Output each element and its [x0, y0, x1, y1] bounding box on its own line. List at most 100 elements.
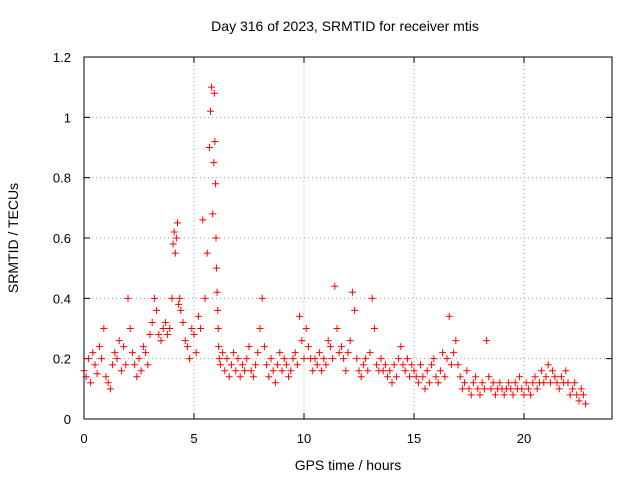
data-point	[412, 373, 420, 381]
data-point	[84, 355, 92, 363]
data-point	[566, 391, 574, 399]
data-points	[80, 83, 590, 408]
data-point	[225, 373, 233, 381]
data-point	[148, 318, 156, 326]
data-point	[557, 373, 565, 381]
x-tick-label: 15	[407, 431, 421, 446]
data-point	[320, 355, 328, 363]
data-point	[485, 373, 493, 381]
data-point	[562, 367, 570, 375]
data-point	[276, 349, 284, 357]
data-point	[124, 294, 132, 302]
data-point	[201, 294, 209, 302]
data-point	[192, 349, 200, 357]
data-point	[318, 367, 326, 375]
data-point	[408, 361, 416, 369]
data-point	[414, 379, 422, 387]
data-point	[364, 367, 372, 375]
data-point	[213, 288, 221, 296]
data-point	[355, 367, 363, 375]
data-point	[265, 373, 273, 381]
data-point	[315, 349, 323, 357]
y-tick-label: 0.2	[53, 352, 71, 367]
data-point	[137, 367, 145, 375]
data-point	[164, 331, 172, 339]
data-point	[298, 337, 306, 345]
data-point	[236, 373, 244, 381]
data-point	[340, 355, 348, 363]
data-point	[150, 294, 158, 302]
data-point	[386, 367, 394, 375]
data-point	[476, 391, 484, 399]
data-point	[401, 367, 409, 375]
data-point	[207, 107, 214, 115]
data-point	[322, 361, 330, 369]
data-point	[553, 379, 561, 387]
data-point	[348, 288, 356, 296]
data-point	[500, 391, 508, 399]
data-point	[573, 391, 581, 399]
data-point	[478, 379, 486, 387]
data-point	[169, 240, 177, 248]
data-point	[507, 385, 515, 393]
data-point	[183, 343, 191, 351]
data-point	[403, 355, 411, 363]
data-point	[388, 379, 396, 387]
data-point	[171, 249, 179, 257]
data-point	[529, 379, 537, 387]
data-point	[115, 337, 123, 345]
data-point	[428, 361, 436, 369]
data-point	[291, 349, 299, 357]
data-point	[544, 361, 552, 369]
data-point	[533, 385, 541, 393]
data-point	[104, 379, 112, 387]
data-point	[326, 343, 334, 351]
data-point	[439, 349, 447, 357]
data-point	[370, 325, 378, 332]
data-point	[546, 379, 554, 387]
data-point	[353, 355, 361, 363]
data-point	[241, 367, 249, 375]
x-tick-label: 5	[190, 431, 197, 446]
data-point	[113, 355, 121, 363]
data-point	[278, 367, 286, 375]
data-point	[203, 249, 211, 257]
data-point	[346, 337, 354, 345]
data-point	[324, 337, 332, 345]
data-point	[234, 355, 242, 363]
data-point	[146, 331, 154, 339]
data-point	[95, 343, 103, 351]
data-point	[102, 373, 110, 381]
data-point	[505, 379, 513, 387]
data-point	[190, 331, 198, 339]
data-point	[210, 89, 218, 97]
data-point	[128, 349, 136, 357]
data-point	[302, 325, 310, 332]
data-point	[443, 355, 451, 363]
data-point	[199, 216, 207, 224]
data-point	[531, 373, 539, 381]
data-point	[232, 367, 240, 375]
data-point	[397, 343, 405, 351]
data-point	[441, 373, 449, 381]
data-point	[489, 379, 497, 387]
data-point	[417, 361, 425, 369]
data-point	[179, 318, 187, 326]
data-point	[359, 361, 367, 369]
data-point	[454, 361, 462, 369]
data-point	[209, 210, 217, 218]
data-point	[223, 355, 231, 363]
data-point	[271, 379, 279, 387]
data-point	[230, 349, 238, 357]
data-point	[254, 349, 262, 357]
data-point	[520, 391, 528, 399]
data-point	[100, 325, 108, 332]
data-point	[214, 306, 222, 314]
data-point	[91, 361, 99, 369]
data-point	[126, 325, 134, 332]
data-point	[133, 373, 141, 381]
data-point	[87, 379, 95, 387]
data-point	[368, 294, 376, 302]
data-point	[159, 325, 167, 332]
data-point	[465, 385, 473, 393]
